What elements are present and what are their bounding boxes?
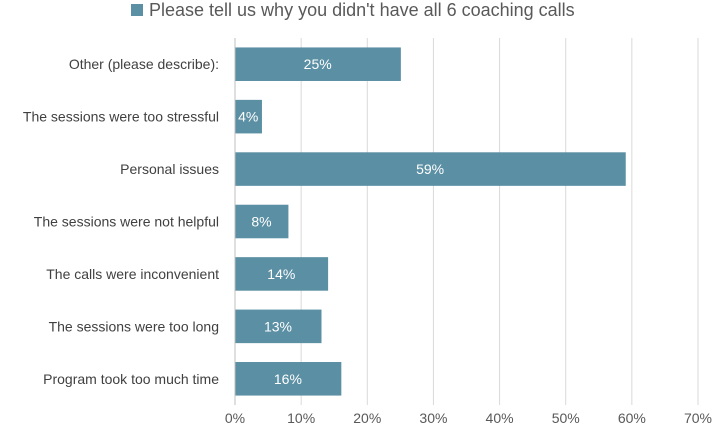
gridlines <box>234 38 699 405</box>
category-label: Program took too much time <box>43 371 219 387</box>
bar-data-label: 59% <box>416 161 444 177</box>
x-tick-label: 20% <box>353 410 381 426</box>
bar <box>235 309 322 344</box>
bar-data-label: 14% <box>267 266 295 282</box>
x-tick-label: 50% <box>552 410 580 426</box>
bar <box>235 99 262 134</box>
category-labels: Other (please describe): The sessions wer… <box>23 56 219 387</box>
bar <box>235 47 401 81</box>
legend-label: Please tell us why you didn't have all 6… <box>149 0 575 20</box>
bar-data-label: 8% <box>251 214 271 230</box>
bar <box>235 362 342 396</box>
category-label: Other (please describe): <box>69 56 219 72</box>
bars: 25% 4% 59% 8% 14% 13% 16% <box>235 47 626 396</box>
bar-data-label: 4% <box>238 109 258 125</box>
bar-data-label: 13% <box>264 318 292 334</box>
x-tick-label: 40% <box>486 410 514 426</box>
bar-data-label: 16% <box>274 371 302 387</box>
category-label: The calls were inconvenient <box>46 266 219 282</box>
category-label: Personal issues <box>120 161 219 177</box>
x-tick-label: 30% <box>419 410 447 426</box>
x-tick-label: 10% <box>287 410 315 426</box>
bar-data-label: 25% <box>304 56 332 72</box>
bar <box>235 204 289 239</box>
category-label: The sessions were too stressful <box>23 109 219 125</box>
x-axis-tick-labels: 0% 10% 20% 30% 40% 50% 60% 70% <box>225 410 712 426</box>
bar <box>235 257 329 291</box>
category-label: The sessions were too long <box>49 318 219 334</box>
category-label: The sessions were not helpful <box>34 214 219 230</box>
legend-swatch <box>131 4 143 16</box>
bar <box>235 152 626 186</box>
x-tick-label: 60% <box>618 410 646 426</box>
x-tick-label: 0% <box>225 410 245 426</box>
legend: Please tell us why you didn't have all 6… <box>131 0 575 20</box>
x-tick-label: 70% <box>684 410 712 426</box>
